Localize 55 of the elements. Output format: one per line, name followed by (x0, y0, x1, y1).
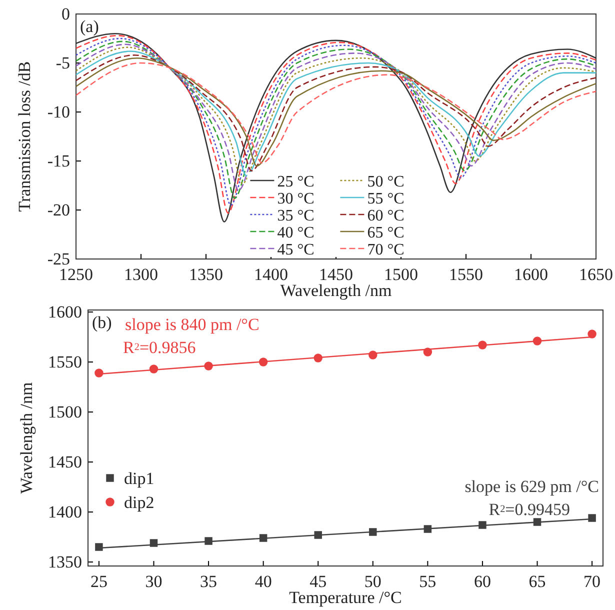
y-tick-label: -15 (47, 151, 70, 170)
legend-label: 70 °C (367, 242, 404, 258)
annotation: (a) (80, 17, 99, 36)
annotation: R$^{2}$=0.9856 (123, 338, 196, 357)
x-tick-label: 1650 (579, 265, 613, 284)
legend-label: 50 °C (367, 174, 404, 190)
legend-label: 65 °C (367, 224, 404, 242)
x-tick-label: 70 (584, 572, 601, 591)
x-tick-label: 25 (90, 572, 108, 591)
x-tick-label: 65 (528, 572, 546, 591)
x-tick-label: 55 (419, 572, 436, 591)
x-tick-label: 1300 (124, 265, 158, 284)
x-tick-label: 50 (364, 572, 382, 591)
x-tick-label: 60 (474, 572, 491, 591)
y-tick-label: 1350 (48, 552, 82, 572)
x-tick-label: 30 (145, 572, 162, 591)
legend-label: 35 °C (277, 208, 314, 224)
legend-label: 25 °C (277, 174, 314, 190)
x-axis-title: Wavelength /nm (280, 281, 392, 300)
legend-label: 45 °C (277, 242, 314, 258)
x-tick-label: 1500 (384, 265, 418, 284)
x-tick-label: 45 (310, 572, 327, 591)
point (588, 330, 596, 338)
y-tick-label: 0 (62, 4, 70, 24)
x-tick-label: 35 (200, 572, 218, 591)
y-tick-label: -10 (47, 102, 70, 122)
annotation: (b) (92, 313, 112, 332)
point (588, 514, 596, 522)
y-tick-label: 1500 (48, 402, 82, 422)
point (204, 537, 212, 545)
y-tick-label: -5 (56, 53, 70, 72)
y-tick-label: -20 (47, 200, 70, 220)
legend-label: 30 °C (277, 190, 314, 208)
annotation: R$^{2}$=0.99459 (488, 500, 570, 519)
legend-label: 55 °C (367, 190, 404, 208)
legend-label: dip2 (124, 493, 154, 512)
y-tick-label: 1400 (48, 502, 82, 522)
x-tick-label: 1600 (514, 265, 548, 284)
x-tick-label: 1350 (189, 265, 223, 284)
x-tick-label: 1550 (449, 265, 483, 284)
y-tick-label: 1450 (48, 452, 82, 472)
x-tick-label: 1400 (254, 265, 288, 284)
annotation: slope is 629 pm /°C (464, 477, 599, 496)
y-tick-label: 1600 (48, 302, 82, 322)
x-tick-label: 1450 (319, 265, 353, 284)
y-tick-label: 1550 (48, 352, 82, 372)
legend-label: dip1 (124, 469, 154, 488)
legend-label: 60 °C (367, 208, 404, 224)
y-axis-title: Transmission loss /dB (15, 61, 34, 212)
legend-label: 40 °C (277, 224, 314, 242)
x-axis-title: Temperature /°C (289, 588, 402, 607)
x-tick-label: 40 (254, 572, 272, 591)
annotation: slope is 840 pm /°C (125, 315, 260, 334)
point (95, 543, 103, 551)
y-axis-title: Wavelength /nm (17, 382, 36, 494)
